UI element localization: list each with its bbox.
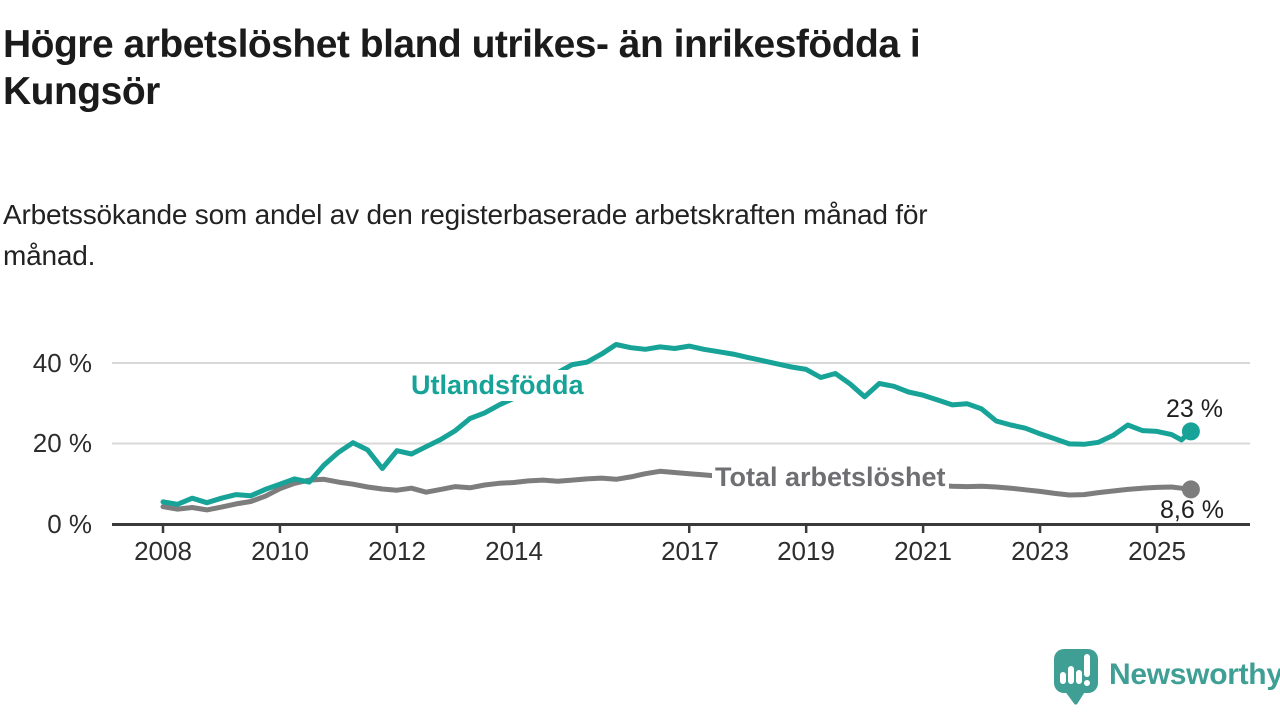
end-value-label-total: 8,6 % [1160,496,1224,524]
chart-subtitle-line2: månad. [3,240,96,272]
x-axis-label-2008: 2008 [134,536,192,566]
x-axis-label-2010: 2010 [251,536,309,566]
series-label-utlandsfodda: Utlandsfödda [408,370,587,401]
series-label-total-arbetsloshet: Total arbetslöshet [712,462,949,493]
x-axis-label-2012: 2012 [368,536,426,566]
newsworthy-logo-text: Newsworthy [1109,658,1280,691]
newsworthy-logo: Newsworthy [1052,648,1280,708]
page-title: Högre arbetslöshet bland utrikes- än inr… [3,22,1153,116]
y-axis-label-20: 20 % [32,428,92,458]
y-axis-label-40: 40 % [32,348,92,378]
x-axis-label-2017: 2017 [661,536,719,566]
chart-subtitle: Arbetssökande som andel av den registerb… [3,194,1183,277]
x-axis-label-2019: 2019 [777,536,835,566]
page-title-line2: Kungsör [3,69,160,113]
chart-subtitle-line1: Arbetssökande som andel av den registerb… [3,199,928,230]
series-line-total [160,468,1194,513]
page-title-line1: Högre arbetslöshet bland utrikes- än inr… [3,23,921,66]
series-end-dot-total [1181,480,1200,499]
y-axis-label-0: 0 % [47,509,92,539]
x-axis-label-2023: 2023 [1011,536,1069,566]
newsworthy-bubble-chart-icon [1054,649,1098,705]
series-line-utlandsfodda [160,342,1194,507]
end-value-label-utlandsfodda: 23 % [1166,395,1223,423]
x-axis-label-2021: 2021 [894,536,952,566]
x-axis-label-2025: 2025 [1128,536,1186,566]
series-end-dot-utlandsfodda [1181,422,1200,441]
x-axis-label-2014: 2014 [485,536,543,566]
